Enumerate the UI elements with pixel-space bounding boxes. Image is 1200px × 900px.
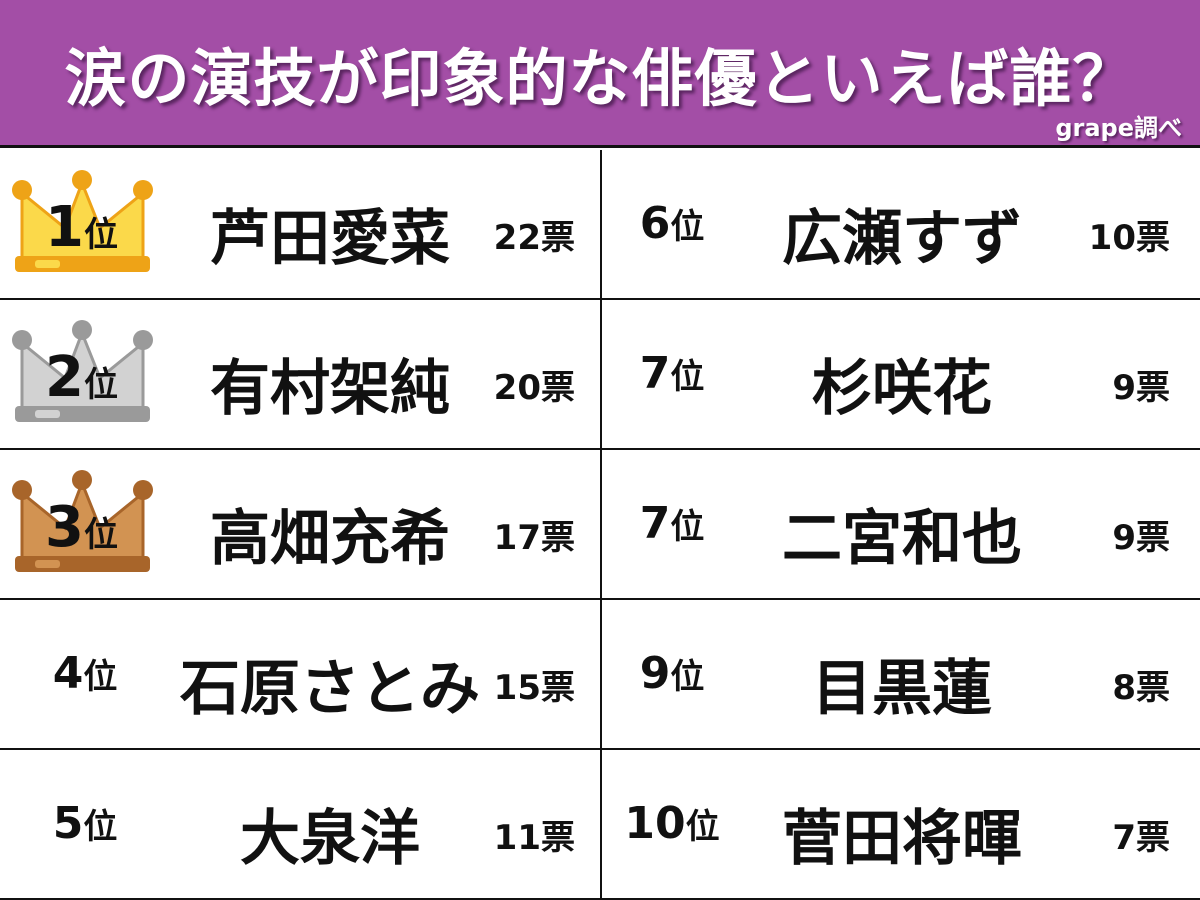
rank-label: 6位 (639, 198, 705, 249)
header: 涙の演技が印象的な俳優といえば誰？ grape調べ (0, 0, 1200, 148)
ranking-row: 5位 大泉洋 11票 (0, 750, 600, 900)
actor-name: 芦田愛菜 (210, 204, 450, 274)
vote-count: 22票 (493, 218, 575, 258)
rank-label: 7位 (639, 498, 705, 549)
rank-label: 5位 (52, 798, 118, 849)
vote-count: 10票 (1088, 218, 1170, 258)
actor-name: 目黒蓮 (812, 654, 992, 724)
actor-name: 高畑充希 (210, 504, 450, 574)
rank-label: 10位 (624, 798, 720, 849)
vote-count: 8票 (1112, 668, 1170, 708)
ranking-row: 10位 菅田将暉 7票 (600, 750, 1200, 900)
vote-count: 15票 (493, 668, 575, 708)
ranking-row: 6位 広瀬すず 10票 (600, 150, 1200, 300)
actor-name: 二宮和也 (782, 504, 1022, 574)
rank-label: 1位 (45, 195, 118, 260)
vote-count: 9票 (1112, 518, 1170, 558)
ranking-row: 1位 芦田愛菜 22票 (0, 150, 600, 300)
vote-count: 20票 (493, 368, 575, 408)
actor-name: 大泉洋 (240, 804, 420, 874)
actor-name: 菅田将暉 (782, 804, 1022, 874)
silver-crown-icon (10, 318, 155, 428)
vote-count: 11票 (493, 818, 575, 858)
rank-label: 2位 (45, 345, 118, 410)
rank-label: 7位 (639, 348, 705, 399)
gold-crown-icon (10, 168, 155, 278)
vote-count: 7票 (1112, 818, 1170, 858)
source-label: grape調べ (1055, 114, 1182, 142)
ranking-row: 3位 高畑充希 17票 (0, 450, 600, 600)
vote-count: 9票 (1112, 368, 1170, 408)
rank-label: 9位 (639, 648, 705, 699)
actor-name: 杉咲花 (812, 354, 992, 424)
ranking-row: 9位 目黒蓮 8票 (600, 600, 1200, 750)
rank-label: 3位 (45, 495, 118, 560)
vote-count: 17票 (493, 518, 575, 558)
bronze-crown-icon (10, 468, 155, 578)
ranking-row: 7位 二宮和也 9票 (600, 450, 1200, 600)
page-title: 涙の演技が印象的な俳優といえば誰？ (64, 42, 1136, 115)
rank-label: 4位 (52, 648, 118, 699)
ranking-table: 1位 芦田愛菜 22票 2位 有村架純 20票 3位 高畑充希 17票 4位 石原さとみ 15票 5… (0, 150, 1200, 900)
ranking-row: 4位 石原さとみ 15票 (0, 600, 600, 750)
ranking-row: 2位 有村架純 20票 (0, 300, 600, 450)
actor-name: 石原さとみ (180, 654, 480, 724)
actor-name: 有村架純 (210, 354, 450, 424)
ranking-row: 7位 杉咲花 9票 (600, 300, 1200, 450)
actor-name: 広瀬すず (782, 204, 1022, 274)
